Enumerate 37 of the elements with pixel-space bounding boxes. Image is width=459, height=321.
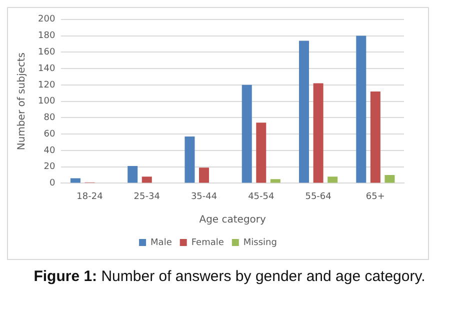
bar (184, 136, 195, 183)
bar (128, 166, 138, 183)
y-tick-label: 20 (44, 162, 56, 172)
bar (313, 83, 324, 183)
bar (256, 122, 266, 183)
bar (70, 178, 80, 183)
bar (242, 84, 252, 183)
legend-label: Female (191, 238, 224, 248)
bar (384, 175, 395, 183)
y-tick-label: 60 (44, 129, 56, 140)
x-tick-label: 25-34 (134, 192, 160, 202)
y-tick-label: 200 (38, 14, 56, 25)
y-tick-label: 0 (49, 178, 56, 189)
legend-label: Male (150, 238, 172, 248)
bar (328, 176, 338, 183)
bar (142, 176, 152, 183)
caption: Figure 1: Number of answers by gender and age category. (32, 268, 426, 285)
bar (299, 40, 310, 183)
y-tick-label: 140 (38, 64, 56, 74)
legend-label: Missing (243, 238, 277, 248)
x-tick-label: 55-64 (305, 192, 332, 202)
y-tick-label: 160 (38, 48, 56, 58)
x-axis-title: Age category (199, 214, 266, 226)
y-tick-label: 80 (44, 113, 56, 124)
y-tick-label: 180 (38, 31, 56, 42)
bar (356, 36, 366, 183)
bar (270, 179, 280, 183)
y-axis-title: Number of subjects (16, 52, 28, 150)
y-tick-label: 40 (44, 146, 56, 156)
x-tick-label: 45-54 (248, 192, 275, 202)
x-tick-label: 65+ (366, 192, 385, 202)
x-tick-label: 35-44 (190, 192, 218, 202)
bar (370, 91, 380, 183)
x-tick-label: 18-24 (76, 192, 104, 202)
bar (199, 168, 210, 183)
y-tick-label: 100 (38, 96, 56, 107)
y-tick-label: 120 (38, 80, 56, 90)
